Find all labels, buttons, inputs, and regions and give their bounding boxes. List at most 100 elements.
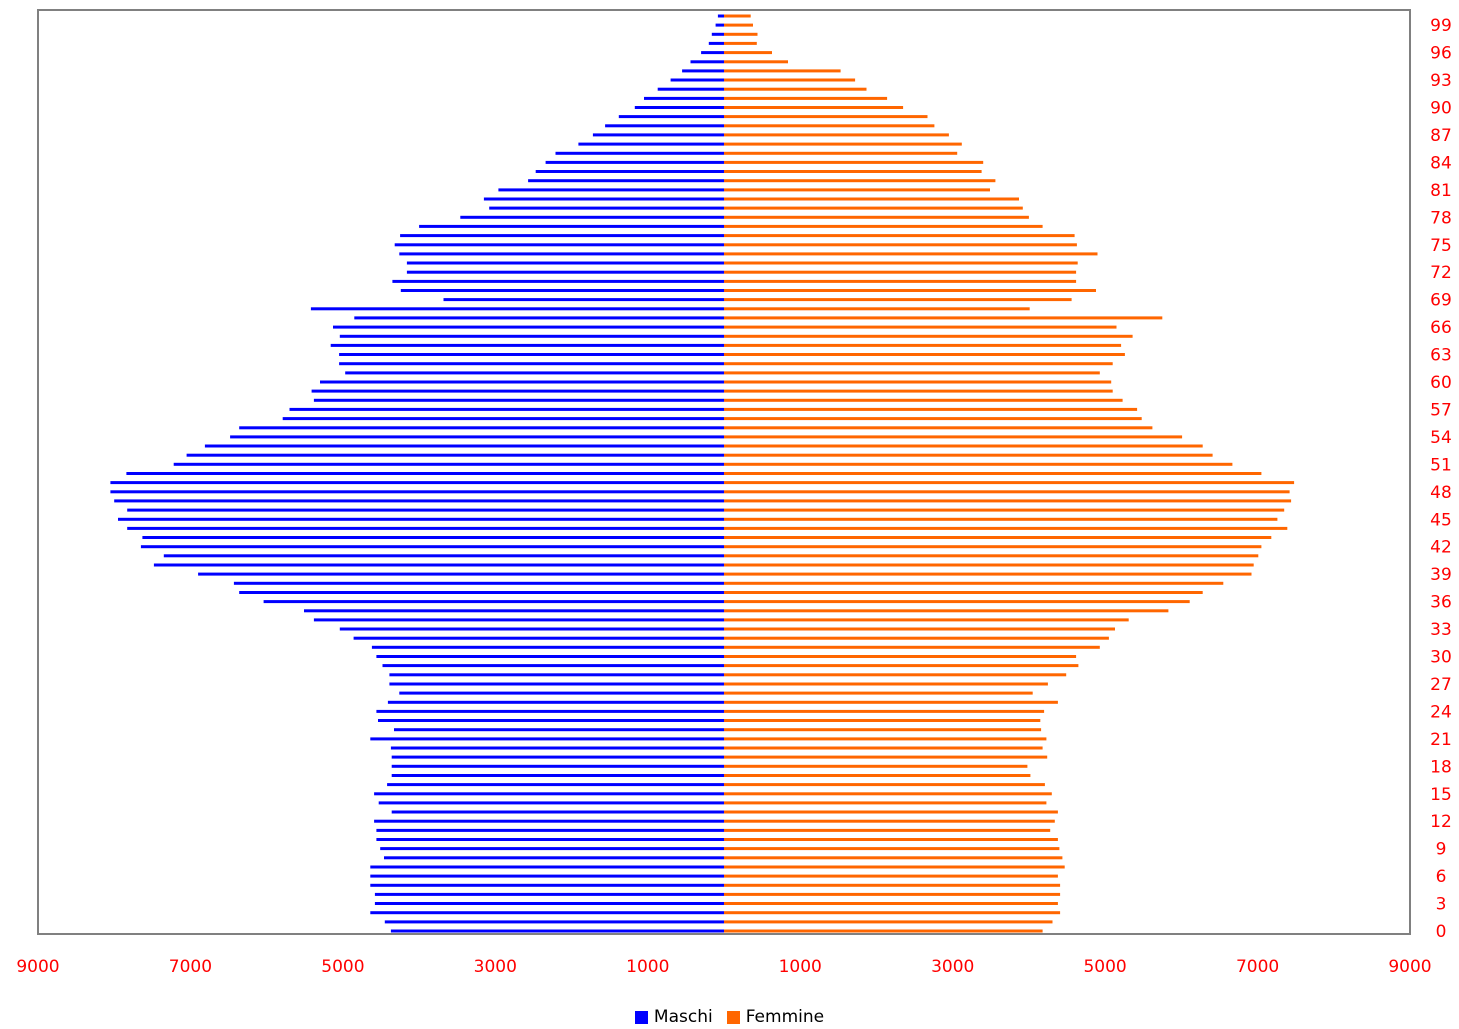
bar-femmine-age-45	[724, 517, 1278, 521]
y-tick-label: 99	[1430, 16, 1452, 36]
bar-femmine-age-89	[724, 115, 928, 119]
bar-femmine-age-6	[724, 874, 1058, 878]
y-tick-label: 3	[1436, 895, 1447, 915]
bar-femmine-age-24	[724, 709, 1045, 713]
y-tick-label: 24	[1430, 702, 1452, 722]
legend-label-femmine: Femmine	[745, 1007, 825, 1027]
bar-femmine-age-58	[724, 398, 1123, 402]
bar-femmine-age-21	[724, 737, 1047, 741]
bar-maschi-age-0	[390, 929, 724, 933]
bar-maschi-age-74	[399, 252, 724, 256]
y-tick-label: 6	[1436, 867, 1447, 887]
bar-maschi-age-41	[163, 554, 725, 558]
bar-maschi-age-92	[657, 87, 724, 91]
population-pyramid-chart: 9000 7000 5000 3000 1000 1000 3000 5000 7000 9000…	[16, 9, 1452, 977]
bar-femmine-age-35	[724, 609, 1169, 613]
bar-maschi-age-87	[592, 133, 724, 137]
bar-maschi-age-22	[394, 728, 724, 732]
y-tick-label: 12	[1430, 812, 1452, 832]
y-tick-label: 69	[1430, 291, 1452, 311]
bar-femmine-age-94	[724, 69, 841, 73]
bar-maschi-age-96	[701, 51, 724, 55]
bar-maschi-age-11	[376, 828, 724, 832]
y-tick-label: 96	[1430, 44, 1452, 64]
bar-maschi-age-58	[313, 398, 724, 402]
bar-maschi-age-6	[370, 874, 724, 878]
y-tick-label: 75	[1430, 236, 1452, 256]
bar-femmine-age-65	[724, 334, 1133, 338]
x-tick-label: 7000	[1236, 957, 1279, 977]
bar-femmine-age-37	[724, 591, 1203, 594]
bar-maschi-age-34	[313, 618, 724, 622]
bar-femmine-age-41	[724, 554, 1259, 558]
bar-femmine-age-86	[724, 142, 962, 146]
x-tick-label: 3000	[931, 957, 974, 977]
bar-maschi-age-59	[311, 389, 724, 393]
bar-maschi-age-33	[339, 627, 724, 631]
bar-femmine-age-95	[724, 60, 788, 64]
bar-femmine-age-98	[724, 32, 758, 36]
bar-maschi-age-65	[339, 334, 724, 338]
bar-femmine-age-27	[724, 682, 1048, 686]
bar-femmine-age-64	[724, 343, 1122, 347]
y-tick-label: 66	[1430, 318, 1452, 338]
y-tick-label: 60	[1430, 373, 1452, 393]
bar-femmine-age-99	[724, 23, 753, 27]
bar-maschi-age-100	[717, 14, 724, 18]
bar-femmine-age-67	[724, 316, 1163, 320]
bar-femmine-age-71	[724, 279, 1077, 283]
bar-maschi-age-39	[198, 572, 725, 576]
y-tick-label: 0	[1436, 922, 1447, 942]
bar-femmine-age-79	[724, 206, 1023, 210]
bar-maschi-age-16	[387, 783, 724, 787]
bar-femmine-age-0	[724, 929, 1043, 933]
femmine-bars	[724, 14, 1295, 933]
bar-femmine-age-14	[724, 801, 1047, 805]
legend-swatch-femmine	[726, 1010, 740, 1024]
bar-femmine-age-18	[724, 764, 1028, 768]
bar-femmine-age-25	[724, 700, 1058, 704]
bar-femmine-age-43	[724, 536, 1272, 539]
bar-femmine-age-96	[724, 51, 772, 55]
bar-femmine-age-60	[724, 380, 1112, 384]
x-tick-label: 9000	[1388, 957, 1431, 977]
bar-femmine-age-29	[724, 664, 1079, 668]
bar-femmine-age-77	[724, 224, 1043, 228]
bar-maschi-age-62	[339, 362, 724, 366]
bar-femmine-age-52	[724, 453, 1213, 457]
bar-maschi-age-20	[390, 746, 724, 750]
bar-femmine-age-70	[724, 289, 1096, 292]
bar-femmine-age-78	[724, 215, 1029, 219]
bar-maschi-age-93	[670, 78, 724, 82]
bar-maschi-age-14	[378, 801, 724, 805]
bar-maschi-age-69	[443, 298, 724, 302]
bar-femmine-age-5	[724, 883, 1061, 887]
bar-femmine-age-40	[724, 563, 1254, 567]
y-tick-label: 54	[1430, 428, 1452, 448]
bar-maschi-age-5	[370, 883, 724, 887]
y-tick-label: 36	[1430, 593, 1452, 613]
bar-maschi-age-91	[644, 96, 724, 100]
bar-femmine-age-31	[724, 645, 1100, 649]
bar-maschi-age-63	[339, 353, 724, 356]
y-tick-label: 78	[1430, 208, 1452, 228]
bar-maschi-age-80	[483, 197, 724, 201]
bar-femmine-age-42	[724, 545, 1262, 549]
bar-femmine-age-13	[724, 810, 1058, 814]
bar-maschi-age-98	[711, 32, 724, 36]
bar-femmine-age-36	[724, 600, 1190, 604]
y-tick-label: 21	[1430, 730, 1452, 750]
y-tick-label: 57	[1430, 400, 1452, 420]
y-tick-label: 39	[1430, 565, 1452, 585]
bar-femmine-age-9	[724, 847, 1060, 851]
bar-femmine-age-63	[724, 353, 1125, 356]
bar-femmine-age-16	[724, 783, 1045, 787]
bar-femmine-age-53	[724, 444, 1203, 448]
bar-femmine-age-57	[724, 407, 1138, 411]
legend-item-femmine: Femmine	[726, 1007, 825, 1027]
x-tick-label: 9000	[16, 957, 59, 977]
bar-femmine-age-7	[724, 865, 1065, 869]
bar-femmine-age-17	[724, 774, 1031, 777]
bar-femmine-age-76	[724, 234, 1075, 238]
bar-maschi-age-9	[380, 847, 724, 851]
